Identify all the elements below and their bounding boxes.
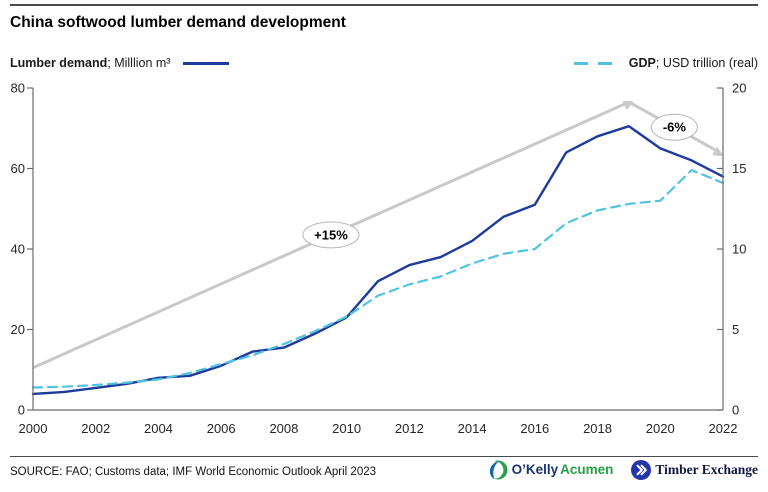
annotation-bubble — [302, 221, 360, 249]
x-axis-tick-label: 2022 — [709, 421, 738, 436]
right-axis-tick-label: 5 — [732, 322, 739, 337]
timber-logo-icon — [631, 460, 652, 480]
source-note: SOURCE: FAO; Customs data; IMF World Eco… — [10, 466, 377, 478]
right-axis-tick-label: 15 — [732, 161, 746, 176]
x-axis-tick-label: 2016 — [520, 421, 549, 436]
left-axis-tick-label: 60 — [11, 161, 25, 176]
legend-lumber-name: Lumber demand — [10, 56, 108, 70]
okelly-logo-text: O’Kelly Acumen — [511, 462, 614, 477]
x-axis-tick-label: 2014 — [458, 421, 487, 436]
x-axis-tick-label: 2020 — [646, 421, 675, 436]
annotation-label: -6% — [663, 120, 687, 135]
annotation-bubble — [650, 113, 698, 141]
x-axis-tick-label: 2008 — [269, 421, 298, 436]
legend-lumber-unit: ; Milllion m³ — [107, 56, 171, 70]
chart-title: China softwood lumber demand development — [10, 14, 346, 31]
timber-exchange-logo: Timber Exchange — [631, 460, 758, 480]
okelly-acumen-logo: O’Kelly Acumen — [487, 460, 614, 480]
x-axis-tick-label: 2018 — [583, 421, 612, 436]
legend-lumber-text: Lumber demand; Milllion m³ — [10, 56, 170, 70]
right-axis-tick-label: 20 — [732, 81, 746, 96]
right-axis-tick-label: 0 — [732, 403, 739, 418]
line-chart: +15% -6% 0 20 40 60 80 0 5 10 15 20 2000 2002 2004 2006… — [11, 81, 747, 437]
x-axis-tick-label: 2000 — [19, 421, 48, 436]
x-axis-tick-label: 2002 — [81, 421, 110, 436]
legend-gdp-text: GDP; USD trillion (real) — [629, 56, 758, 70]
left-axis-tick-label: 40 — [11, 242, 25, 257]
x-axis-tick-label: 2012 — [395, 421, 424, 436]
x-axis-tick-label: 2010 — [332, 421, 361, 436]
right-axis-tick-label: 10 — [732, 242, 746, 257]
annotation-label: +15% — [314, 227, 348, 242]
legend-gdp: GDP; USD trillion (real) — [573, 56, 758, 70]
gdp-line — [31, 168, 725, 389]
footer-brands: O’Kelly Acumen Timber Exchange — [487, 460, 758, 480]
legend-gdp-name: GDP — [628, 56, 656, 70]
lumber-demand-line — [31, 125, 725, 396]
left-axis-tick-label: 20 — [11, 322, 25, 337]
left-axis-tick-label: 80 — [11, 81, 25, 96]
lumber-line-swatch — [183, 61, 230, 65]
okelly-logo-icon — [487, 460, 508, 480]
left-axis-tick-label: 0 — [18, 403, 25, 418]
legend-gdp-unit: ; USD trillion (real) — [655, 56, 758, 70]
footer-divider — [10, 456, 758, 457]
top-divider — [10, 4, 758, 6]
legend-lumber: Lumber demand; Milllion m³ — [10, 56, 230, 70]
x-axis-tick-label: 2004 — [144, 421, 173, 436]
timber-logo-text: Timber Exchange — [655, 462, 758, 477]
x-axis-tick-label: 2006 — [207, 421, 236, 436]
gdp-line-swatch — [573, 61, 618, 65]
